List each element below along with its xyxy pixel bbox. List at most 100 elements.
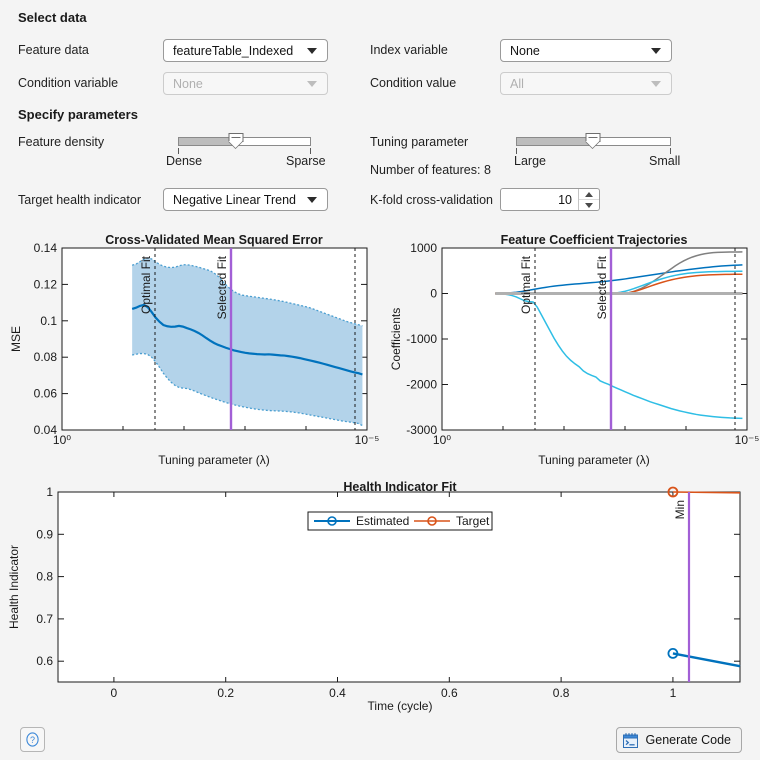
feature-density-fill (179, 138, 237, 145)
kfold-value[interactable]: 10 (558, 192, 572, 207)
health-series-group (667, 486, 741, 668)
chevron-down-icon (651, 80, 661, 87)
coefficients-chart[interactable]: Feature Coefficient Trajectories -3000 -… (380, 228, 760, 468)
coefficients-xtick-1: 10⁻⁵ (735, 433, 760, 447)
target-health-indicator-label: Target health indicator (18, 193, 141, 207)
health-xtick-1: 0.2 (217, 686, 234, 700)
kfold-increment-button[interactable] (579, 189, 599, 200)
mse-ytick-0: 0.04 (34, 423, 58, 437)
condition-variable-dropdown[interactable]: None (163, 72, 328, 95)
coefficients-plot-frame (441, 247, 748, 431)
health-line-target (672, 491, 741, 494)
health-legend: Estimated Target (307, 511, 493, 531)
coefficients-y-axis: -3000 -2000 -1000 0 1000 (406, 241, 747, 437)
legend-target-marker-icon (427, 516, 437, 526)
chevron-down-icon (307, 196, 317, 203)
coefficients-xtick-0: 10⁰ (433, 433, 451, 447)
tuning-parameter-tick-max (670, 148, 671, 154)
health-marker-target (667, 486, 679, 498)
coefficients-series-group (495, 251, 743, 420)
tuning-parameter-label: Tuning parameter (370, 135, 469, 149)
chevron-down-icon (307, 80, 317, 87)
health-indicator-chart[interactable]: Health Indicator Fit 1 0.9 0.8 0.7 0.6 0… (0, 478, 760, 718)
mse-ytick-4: 0.12 (34, 277, 58, 291)
mse-optimal-fit-label: Optimal Fit (139, 255, 153, 314)
mse-chart[interactable]: Cross-Validated Mean Squared Error 0.04 … (0, 228, 380, 468)
feature-density-tick-min (178, 148, 179, 154)
condition-value-dropdown[interactable]: All (500, 72, 672, 95)
coefficients-ylabel: Coefficients (389, 308, 403, 370)
health-x-axis: 0 0.2 0.4 0.6 0.8 1 (111, 492, 677, 700)
feature-density-thumb[interactable] (228, 133, 245, 148)
mse-lower-bound-line (132, 352, 363, 427)
coefficients-selected-fit-label: Selected Fit (595, 255, 609, 319)
feature-density-tick-max (310, 148, 311, 154)
mse-selected-fit-label: Selected Fit (215, 255, 229, 319)
coefficients-line-2 (495, 264, 743, 295)
tuning-parameter-min-label: Large (514, 154, 546, 168)
coefficients-optimal-fit-label: Optimal Fit (519, 255, 533, 314)
condition-value-label: Condition value (370, 76, 457, 90)
feature-data-dropdown[interactable]: featureTable_Indexed (163, 39, 328, 62)
number-of-features-text: Number of features: 8 (370, 163, 491, 177)
feature-density-label: Feature density (18, 135, 105, 149)
mse-xtick-1: 10⁻⁵ (355, 433, 380, 447)
health-ytick-3: 0.9 (36, 527, 53, 541)
feature-density-track[interactable] (178, 137, 311, 146)
health-ylabel: Health Indicator (7, 545, 21, 629)
health-ytick-1: 0.7 (36, 612, 53, 626)
mse-confidence-band (132, 258, 363, 426)
feature-density-slider[interactable]: Dense Sparse (166, 131, 326, 168)
health-xtick-0: 0 (111, 686, 118, 700)
kfold-stepper[interactable]: 10 (500, 188, 600, 211)
health-ytick-2: 0.8 (36, 570, 53, 584)
coefficients-ytick-4: 1000 (410, 241, 437, 255)
health-xlabel: Time (cycle) (368, 699, 433, 713)
generate-code-button[interactable]: Generate Code (615, 727, 742, 753)
mse-upper-bound-line (131, 257, 363, 327)
coefficients-line-1 (495, 292, 743, 420)
feature-data-value: featureTable_Indexed (173, 43, 294, 58)
health-legend-label-1: Target (456, 514, 490, 528)
health-ytick-0: 0.6 (36, 654, 53, 668)
health-line-estimated (672, 652, 741, 668)
health-legend-label-0: Estimated (356, 514, 409, 528)
mse-ytick-5: 0.14 (34, 241, 58, 255)
tuning-parameter-slider[interactable]: Large Small (514, 131, 680, 168)
coefficients-chart-title: Feature Coefficient Trajectories (501, 233, 688, 247)
mse-ytick-3: 0.1 (40, 314, 57, 328)
coefficients-ytick-3: 0 (430, 287, 437, 301)
mse-ylabel: MSE (9, 326, 23, 352)
tuning-parameter-thumb[interactable] (585, 133, 602, 148)
target-health-indicator-dropdown[interactable]: Negative Linear Trend (163, 188, 328, 211)
mse-xlabel: Tuning parameter (λ) (158, 453, 270, 467)
index-variable-label: Index variable (370, 43, 448, 57)
index-variable-value: None (510, 43, 540, 58)
condition-value-value: All (510, 76, 524, 91)
health-legend-box (307, 511, 493, 531)
feature-data-label: Feature data (18, 43, 89, 57)
health-xtick-5: 1 (670, 686, 677, 700)
specify-parameters-heading: Specify parameters (18, 107, 138, 122)
mse-xtick-0: 10⁰ (53, 433, 71, 447)
tuning-parameter-tick-min (516, 148, 517, 154)
mse-x-axis: 10⁰ 10⁻⁵ (53, 424, 379, 447)
select-data-heading: Select data (18, 10, 87, 25)
coefficients-ytick-0: -3000 (406, 423, 437, 437)
mse-ytick-1: 0.06 (34, 387, 58, 401)
legend-estimated-marker-icon (327, 516, 337, 526)
health-xtick-2: 0.4 (329, 686, 346, 700)
health-chart-title: Health Indicator Fit (343, 480, 457, 494)
health-y-axis: 1 0.9 0.8 0.7 0.6 (36, 485, 740, 668)
help-button[interactable]: ? (20, 727, 45, 752)
kfold-decrement-button[interactable] (579, 200, 599, 210)
health-marker-estimated (667, 647, 679, 659)
kfold-label: K-fold cross-validation (370, 193, 493, 207)
target-health-indicator-value: Negative Linear Trend (173, 192, 296, 207)
help-icon: ? (26, 732, 39, 747)
coefficients-xlabel: Tuning parameter (λ) (538, 453, 650, 467)
feature-density-max-label: Sparse (286, 154, 326, 168)
condition-variable-value: None (173, 76, 203, 91)
index-variable-dropdown[interactable]: None (500, 39, 672, 62)
health-xtick-3: 0.6 (441, 686, 458, 700)
